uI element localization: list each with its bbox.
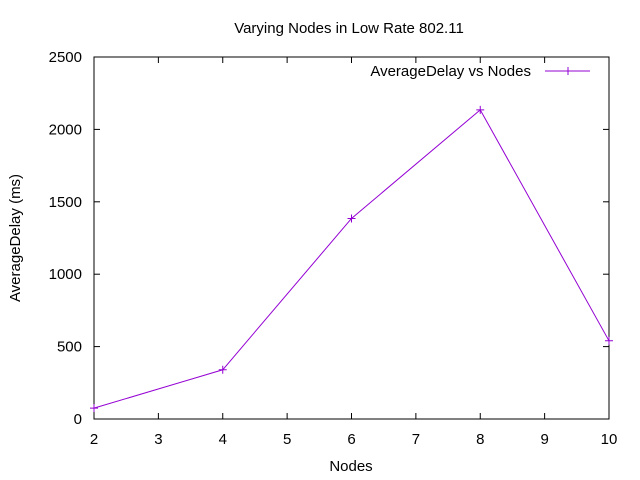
series-layer (90, 105, 613, 413)
x-tick-label: 7 (412, 431, 420, 448)
y-tick-label: 500 (57, 339, 82, 356)
chart-title: Varying Nodes in Low Rate 802.11 (234, 20, 464, 37)
x-axis-label: Nodes (329, 458, 372, 475)
data-point (218, 365, 227, 374)
x-tick-label: 10 (601, 431, 618, 448)
y-tick-label: 2000 (49, 121, 82, 138)
legend: AverageDelay vs Nodes (370, 63, 590, 80)
data-point (605, 336, 613, 345)
series-line (93, 109, 610, 409)
data-point (476, 105, 485, 114)
x-tick-label: 8 (476, 431, 484, 448)
x-tick-label: 2 (90, 431, 98, 448)
legend-label: AverageDelay vs Nodes (370, 63, 531, 80)
plot-frame (93, 56, 610, 420)
x-axis: 2 3 4 5 6 7 8 9 10 (90, 57, 618, 448)
x-tick-label: 3 (154, 431, 162, 448)
y-tick-label: 0 (74, 411, 82, 428)
data-point (90, 404, 98, 413)
legend-marker (564, 67, 572, 75)
data-point (347, 214, 356, 223)
y-axis-label: AverageDelay (ms) (7, 174, 24, 302)
y-tick-label: 2500 (49, 49, 82, 66)
y-axis: 0 500 1000 1500 2000 2500 (49, 49, 609, 428)
x-tick-label: 5 (283, 431, 291, 448)
x-tick-label: 9 (540, 431, 548, 448)
y-tick-label: 1000 (49, 266, 82, 283)
y-tick-label: 1500 (49, 194, 82, 211)
x-tick-label: 6 (347, 431, 355, 448)
x-tick-label: 4 (219, 431, 227, 448)
